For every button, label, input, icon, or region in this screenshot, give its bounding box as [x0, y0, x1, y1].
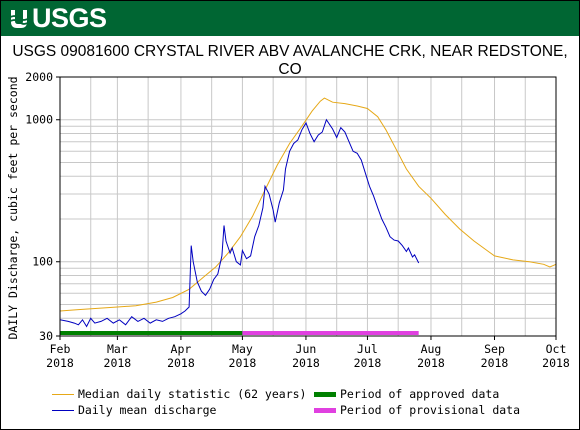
y-tick-label: 1000: [25, 113, 53, 127]
x-tick-label-year: 2018: [417, 356, 445, 370]
y-axis-ticks: 30 100 1000 2000: [25, 70, 60, 343]
x-tick-label-year: 2018: [292, 356, 320, 370]
x-tick-label-month: Jul: [357, 342, 378, 356]
x-tick-label-year: 2018: [229, 356, 257, 370]
x-tick-label-year: 2018: [354, 356, 382, 370]
x-axis-ticks: Feb2018Mar2018Apr2018May2018Jun2018Jul20…: [46, 336, 570, 370]
x-tick-label-month: Apr: [171, 342, 192, 356]
legend-swatch-approved: [314, 391, 336, 397]
y-tick-label: 2000: [25, 70, 53, 84]
series-lines: [59, 97, 557, 328]
legend-label-approved: Period of approved data: [340, 387, 500, 401]
plot-border: [59, 76, 557, 337]
legend-label-discharge: Daily mean discharge: [78, 403, 217, 417]
usgs-banner: USGS: [1, 1, 579, 36]
x-tick-label-year: 2018: [167, 356, 195, 370]
y-tick-label: 100: [32, 255, 53, 269]
y-axis-label: DAILY Discharge, cubic feet per second: [6, 76, 20, 339]
x-tick-label-year: 2018: [542, 356, 570, 370]
usgs-wave-icon: [9, 9, 29, 28]
y-tick-label: 30: [39, 329, 53, 343]
legend-swatch-median: [52, 393, 74, 395]
legend-item-approved: Period of approved data: [314, 386, 499, 402]
legend: Median daily statistic (62 years) Daily …: [52, 386, 572, 422]
legend-swatch-discharge: [52, 409, 74, 411]
usgs-logo-text: USGS: [32, 3, 107, 33]
discharge-series-line: [59, 118, 420, 328]
x-tick-label-month: Jun: [296, 342, 317, 356]
legend-label-median: Median daily statistic (62 years): [78, 387, 307, 401]
x-tick-label-year: 2018: [104, 356, 132, 370]
usgs-logo[interactable]: USGS: [9, 4, 107, 33]
x-tick-label-month: Mar: [107, 342, 128, 356]
approved-period-bar: [60, 331, 243, 335]
x-tick-label-year: 2018: [481, 356, 509, 370]
x-tick-label-year: 2018: [46, 356, 74, 370]
x-tick-label-month: May: [232, 342, 253, 356]
x-tick-label-month: Oct: [546, 342, 567, 356]
chart-title: USGS 09081600 CRYSTAL RIVER ABV AVALANCH…: [12, 43, 568, 78]
legend-item-provisional: Period of provisional data: [314, 402, 520, 418]
legend-item-discharge: Daily mean discharge: [52, 402, 216, 418]
x-tick-label-month: Feb: [50, 342, 71, 356]
legend-swatch-provisional: [314, 407, 336, 413]
median-series-line: [59, 97, 557, 312]
provisional-period-bar: [242, 331, 419, 335]
grid-lines: [59, 76, 557, 337]
x-tick-label-month: Aug: [421, 342, 442, 356]
legend-item-median: Median daily statistic (62 years): [52, 386, 306, 402]
period-bars: [60, 331, 419, 335]
x-tick-label-month: Sep: [484, 342, 505, 356]
legend-label-provisional: Period of provisional data: [340, 403, 521, 417]
